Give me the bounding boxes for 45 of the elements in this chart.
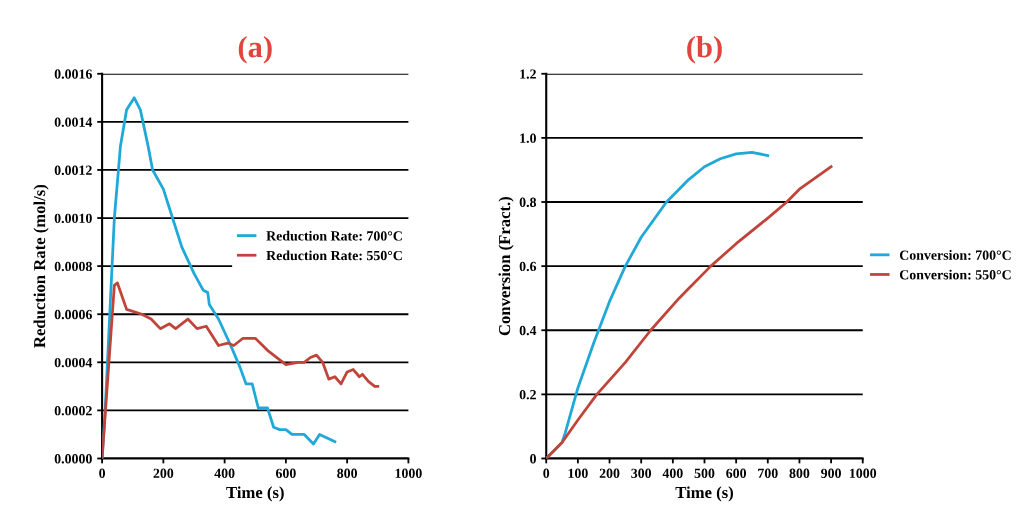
legend-label: Reduction Rate: 550°C — [266, 250, 402, 261]
y-tick-label: 0.0000 — [54, 454, 92, 464]
y-tick-label: 0.0014 — [54, 117, 93, 127]
x-tick-label: 300 — [631, 468, 652, 478]
y-tick-label: 0.4 — [519, 325, 537, 336]
x-tick-label: 1000 — [395, 468, 422, 478]
y-tick-label: 0.0016 — [54, 69, 92, 79]
chart-title: (a) — [238, 35, 272, 64]
x-tick-label: 0 — [543, 468, 550, 478]
legend-label: Conversion: 700°C — [899, 250, 1011, 260]
x-tick-label: 100 — [568, 468, 588, 478]
line-series — [102, 281, 380, 459]
x-tick-label: 800 — [337, 468, 358, 478]
chart-title: (b) — [687, 35, 722, 64]
y-tick-label: 1.0 — [520, 133, 536, 143]
x-tick-label: 800 — [789, 468, 810, 478]
x-tick-label: 0 — [99, 468, 106, 478]
x-tick-label: 400 — [214, 468, 235, 478]
x-tick-label: 500 — [694, 468, 715, 478]
y-tick-label: 0 — [530, 454, 536, 464]
x-axis-title: Time (s) — [675, 486, 733, 502]
y-tick-label: 0.0008 — [54, 261, 92, 272]
legend-label: Reduction Rate: 700°C — [266, 230, 402, 241]
y-tick-label: 0.0010 — [54, 213, 92, 224]
y-tick-label: 0.0006 — [54, 309, 92, 320]
x-tick-label: 200 — [599, 468, 620, 478]
y-tick-label: 0.0012 — [54, 165, 92, 175]
y-tick-label: 0.6 — [519, 261, 537, 272]
x-tick-label: 700 — [758, 468, 778, 478]
x-tick-label: 900 — [821, 468, 841, 478]
x-tick-label: 600 — [275, 468, 296, 478]
line-series — [546, 165, 833, 459]
y-tick-label: 0.0002 — [54, 405, 92, 416]
x-tick-label: 1000 — [849, 468, 877, 478]
y-tick-label: 0.2 — [519, 389, 536, 400]
y-axis-title: Conversion (Fract.) — [498, 196, 514, 336]
x-tick-label: 200 — [153, 468, 174, 478]
y-axis-title: Reduction Rate (mol/s) — [33, 184, 49, 348]
x-tick-label: 600 — [726, 468, 747, 478]
x-axis-title: Time (s) — [226, 486, 284, 502]
y-tick-label: 0.8 — [519, 197, 537, 208]
legend-label: Conversion: 550°C — [899, 269, 1011, 280]
y-tick-label: 0.0004 — [54, 357, 93, 368]
x-tick-label: 400 — [662, 468, 683, 478]
y-tick-label: 1.2 — [520, 69, 536, 79]
